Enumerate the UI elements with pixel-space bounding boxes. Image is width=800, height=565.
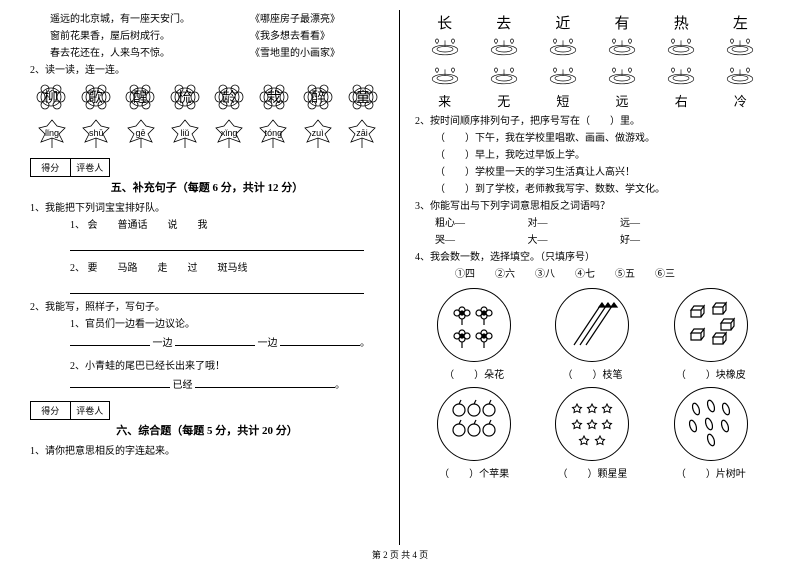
q2-line[interactable]: （ ）早上，我吃过早饭上学。 (435, 148, 770, 163)
flower-row: 柳歌醒梳龄栽醉童 (30, 82, 384, 112)
flower-char: 栽 (258, 82, 290, 112)
leaf-pinyin: liǔ (168, 116, 202, 150)
leaf-pinyin: lǐng (35, 116, 69, 150)
q3-row[interactable]: 哭— 大— 好— (415, 233, 770, 248)
dish-row-bot: 来无短远右冷 (415, 64, 770, 110)
section-5-title: 五、补充句子（每题 6 分，共计 12 分） (30, 179, 384, 195)
q3-row[interactable]: 粗心— 对— 远— (415, 216, 770, 231)
q5-2-1: 1、官员们一边看一边议论。 (30, 317, 384, 332)
match-pair: 遥远的北京城，有一座天安门。 《哪座房子最漂亮》 (50, 12, 384, 27)
leaf-pinyin: xǐng (212, 116, 246, 150)
grader-label: 评卷人 (71, 159, 110, 176)
dish-char: 近 (535, 12, 591, 60)
q2-line[interactable]: （ ）下午，我在学校里唱歌、画画、做游戏。 (435, 131, 770, 146)
leaf-pinyin: zāi (345, 116, 379, 150)
q2-line[interactable]: （ ）学校里一天的学习生活真让人高兴！ (435, 165, 770, 180)
flower-char: 歌 (80, 82, 112, 112)
count-leaves: （ ）片树叶 (661, 387, 761, 480)
flower-char: 梳 (169, 82, 201, 112)
flower-char: 柳 (35, 82, 67, 112)
flower-char: 童 (347, 82, 379, 112)
dish-char: 有 (594, 12, 650, 60)
q5-1: 1、我能把下列词宝宝排好队。 (30, 201, 384, 216)
dish-char: 热 (653, 12, 709, 60)
flower-char: 龄 (213, 82, 245, 112)
leaf-pinyin: gē (124, 116, 158, 150)
score-box: 得分 评卷人 (30, 158, 110, 177)
dish-char: 远 (594, 64, 650, 110)
q6-1: 1、请你把意思相反的字连起来。 (30, 444, 384, 459)
dish-char: 长 (417, 12, 473, 60)
dish-row-top: 长去近有热左 (415, 12, 770, 60)
pair-right: 《雪地里的小画家》 (250, 46, 384, 61)
num: 1、 (70, 220, 85, 231)
q5-2-1-fill[interactable]: 一边 一边 。 (30, 334, 384, 351)
dish-char: 冷 (712, 64, 768, 110)
pair-right: 《我多想去看看》 (250, 29, 384, 44)
q4: 4、我会数一数，选择填空。（只填序号） (415, 250, 770, 265)
count-flowers: （ ）朵花 (424, 288, 524, 381)
count-stars: （ ）颗星星 (542, 387, 642, 480)
score-label: 得分 (31, 159, 71, 176)
q5-2-2: 2、小青蛙的尾巴已经长出来了哦！ (30, 359, 384, 374)
right-column: 长去近有热左 来无短远右冷 2、按时间顺序排列句子，把序号写在（ ）里。 （ ）… (400, 10, 770, 545)
q2: 2、按时间顺序排列句子，把序号写在（ ）里。 (415, 114, 770, 129)
pair-left: 春去花还在，人来鸟不惊。 (50, 46, 250, 61)
q2-label: 2、读一读，连一连。 (30, 63, 384, 78)
match-pair: 窗前花果香，屋后树成行。 《我多想去看看》 (50, 29, 384, 44)
q2-line[interactable]: （ ）到了学校，老师教我写字、数数、学文化。 (435, 182, 770, 197)
count-row-1: （ ）朵花 （ ）枝笔 (415, 288, 770, 381)
dish-char: 来 (417, 64, 473, 110)
grader-label: 评卷人 (71, 402, 110, 419)
flower-char: 醉 (302, 82, 334, 112)
score-box: 得分 评卷人 (30, 401, 110, 420)
num: 2、 (70, 263, 85, 274)
dish-char: 右 (653, 64, 709, 110)
pair-right: 《哪座房子最漂亮》 (250, 12, 384, 27)
match-pair: 春去花还在，人来鸟不惊。 《雪地里的小画家》 (50, 46, 384, 61)
answer-line[interactable] (70, 278, 364, 294)
q5-1-2: 2、 要 马路 走 过 斑马线 (30, 261, 384, 276)
count-pencils: （ ）枝笔 (542, 288, 642, 381)
fill: 已经 (173, 380, 193, 391)
dish-char: 短 (535, 64, 591, 110)
words: 会 普通话 说 我 (88, 220, 208, 231)
section-6-title: 六、综合题（每题 5 分，共计 20 分） (30, 422, 384, 438)
dish-char: 左 (712, 12, 768, 60)
score-label: 得分 (31, 402, 71, 419)
leaf-pinyin: shū (79, 116, 113, 150)
dish-char: 去 (476, 12, 532, 60)
words: 要 马路 走 过 斑马线 (88, 263, 248, 274)
leaf-pinyin: zuì (301, 116, 335, 150)
dish-char: 无 (476, 64, 532, 110)
q5-2-2-fill[interactable]: 已经 。 (30, 376, 384, 393)
q5-2: 2、我能写，照样子，写句子。 (30, 300, 384, 315)
answer-line[interactable] (70, 235, 364, 251)
count-erasers: （ ）块橡皮 (661, 288, 761, 381)
flower-char: 醒 (124, 82, 156, 112)
left-column: 遥远的北京城，有一座天安门。 《哪座房子最漂亮》 窗前花果香，屋后树成行。 《我… (30, 10, 400, 545)
fill-b: 一边 (258, 338, 278, 349)
q4-options: ①四 ②六 ③八 ④七 ⑤五 ⑥三 (415, 267, 770, 282)
q3: 3、你能写出与下列字词意思相反之词语吗？ (415, 199, 770, 214)
q5-1-1: 1、 会 普通话 说 我 (30, 218, 384, 233)
count-row-2: （ ）个苹果 （ ）颗星星 (415, 387, 770, 480)
leaf-pinyin: tóng (256, 116, 290, 150)
pair-left: 窗前花果香，屋后树成行。 (50, 29, 250, 44)
page-footer: 第 2 页 共 4 页 (0, 548, 800, 561)
fill-a: 一边 (153, 338, 173, 349)
pair-left: 遥远的北京城，有一座天安门。 (50, 12, 250, 27)
leaf-row: lǐngshūgēliǔxǐng tóngzuìzāi (30, 116, 384, 150)
count-apples: （ ）个苹果 (424, 387, 524, 480)
